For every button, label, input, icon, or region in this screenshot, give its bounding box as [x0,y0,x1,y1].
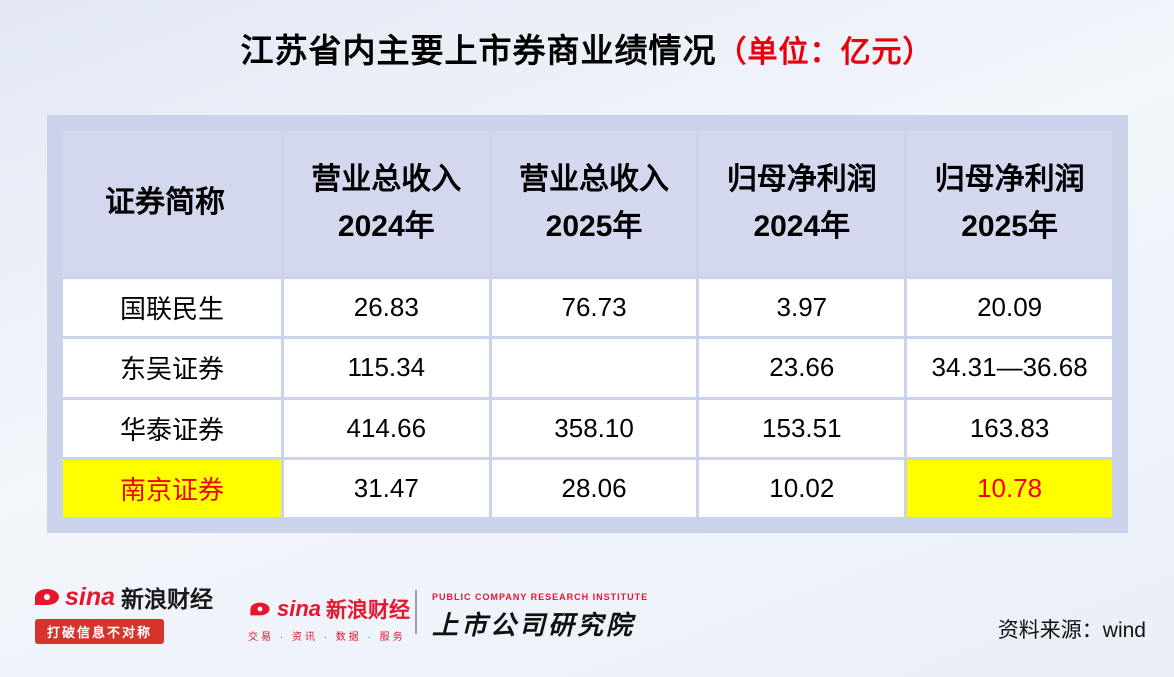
value-cell: 76.73 [488,275,700,340]
results-table: 证券简称 营业总收入 2024年 营业总收入 2025年 归母净利润 2024年… [60,128,1115,521]
sina-finance-badge: sina 新浪财经 打破信息不对称 [35,580,213,644]
value-cell: 31.47 [280,456,492,521]
institute-name-en: PUBLIC COMPANY RESEARCH INSTITUTE [432,592,649,602]
column-header-line2: 2024年 [337,209,435,243]
sina-finance-badge-top: sina 新浪财经 [35,580,213,614]
value-cell: 20.09 [904,275,1115,340]
company-name-cell: 东吴证券 [60,336,284,400]
column-header-line1: 归母净利润 [934,163,1085,196]
sina-finance-label: 新浪财经 [121,586,214,612]
title-main: 江苏省内主要上市券商业绩情况 [240,32,717,69]
institute-logo: PUBLIC COMPANY RESEARCH INSTITUTE 上市公司研究… [432,592,648,642]
sina-wordmark: sina [65,582,116,611]
table-row: 东吴证券 115.34 23.66 34.31—36.68 [60,336,1115,400]
sina-eye-icon [35,589,59,605]
value-cell-highlighted: 10.78 [904,456,1115,521]
column-header-line1: 营业总收入 [519,163,670,196]
column-header-revenue-2025: 营业总收入 2025年 [488,128,700,279]
sina-eye-icon [250,602,270,616]
value-cell: 28.06 [488,456,700,521]
value-cell [488,336,700,400]
value-cell: 26.83 [280,275,492,340]
logo-divider [415,590,417,634]
sina-finance-logo-top: sina 新浪财经 [248,594,410,624]
column-header-netprofit-2025: 归母净利润 2025年 [904,128,1115,279]
sina-wordmark: sina [277,596,322,621]
page-title: 江苏省内主要上市券商业绩情况（单位：亿元） [0,24,1174,72]
value-cell: 3.97 [696,275,908,340]
footer: sina 新浪财经 打破信息不对称 sina 新浪财经 交易 · 资讯 · 数据… [0,572,1174,672]
title-unit: （单位：亿元） [716,36,934,69]
value-cell: 10.02 [696,456,908,521]
column-header-line2: 2025年 [961,209,1058,243]
value-cell: 34.31—36.68 [904,336,1115,400]
value-cell: 163.83 [904,396,1115,460]
value-cell: 414.66 [280,396,492,460]
company-name-cell-highlighted: 南京证券 [60,456,284,521]
table-row: 华泰证券 414.66 358.10 153.51 163.83 [60,396,1115,460]
value-cell: 115.34 [280,336,492,400]
table-row: 国联民生 26.83 76.73 3.97 20.09 [60,275,1115,340]
header-row: 证券简称 营业总收入 2024年 营业总收入 2025年 归母净利润 2024年… [60,128,1115,279]
value-cell: 153.51 [696,396,908,460]
sina-slogan: 打破信息不对称 [35,619,165,644]
column-header-line1: 归母净利润 [726,163,877,196]
column-header-revenue-2024: 营业总收入 2024年 [280,128,492,279]
value-cell: 358.10 [488,396,700,460]
data-source: 资料来源：wind [997,619,1146,642]
table-row-highlighted: 南京证券 31.47 28.06 10.02 10.78 [60,456,1115,521]
sina-services-tagline: 交易 · 资讯 · 数据 · 服务 [248,632,406,643]
column-header-name: 证券简称 [60,128,284,279]
table-card: 证券简称 营业总收入 2024年 营业总收入 2025年 归母净利润 2024年… [47,115,1128,533]
company-name-cell: 国联民生 [60,275,284,340]
institute-name-cn: 上市公司研究院 [432,610,636,640]
column-header-line1: 营业总收入 [311,163,462,196]
column-header-line2: 2025年 [545,209,643,243]
company-name-cell: 华泰证券 [60,396,284,460]
column-header-netprofit-2024: 归母净利润 2024年 [696,128,908,279]
column-header-line2: 2024年 [753,209,851,243]
value-cell: 23.66 [696,336,908,400]
sina-finance-label: 新浪财经 [326,599,411,622]
sina-finance-logo-secondary: sina 新浪财经 交易 · 资讯 · 数据 · 服务 [248,594,410,643]
